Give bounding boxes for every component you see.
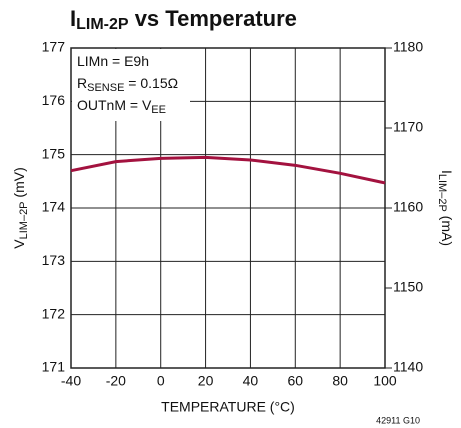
footnote: 42911 G10 — [376, 415, 420, 425]
title-main: I — [70, 6, 76, 31]
y-tick-label: 174 — [42, 199, 66, 215]
x-tick-label: 80 — [332, 373, 348, 389]
y2-label-sub: LIM–2P — [436, 174, 448, 212]
x-tick-label: -40 — [61, 373, 81, 389]
y2-tick-label: 1160 — [393, 199, 423, 215]
x-tick-label: 100 — [373, 373, 397, 389]
annotation-rest: = 0.15Ω — [124, 75, 178, 91]
y-tick-label: 176 — [42, 92, 66, 108]
y2-tick-label: 1170 — [393, 119, 423, 135]
annotation: LIMn = E9h — [77, 53, 149, 69]
y2-label-main: I — [439, 170, 455, 174]
plot-frame — [70, 47, 386, 369]
annotation-box — [72, 49, 190, 121]
annotation: RSENSE = 0.15Ω — [77, 75, 178, 94]
y2-tick-label: 1140 — [393, 359, 423, 375]
y-label-rest: (mV) — [11, 167, 27, 201]
y-tick-label: 175 — [42, 145, 66, 161]
y2-label-rest: (mA) — [439, 212, 455, 246]
x-tick-label: 40 — [243, 373, 259, 389]
y-label-sub: LIM–2P — [18, 201, 30, 239]
x-axis-label: TEMPERATURE (°C) — [161, 399, 295, 415]
y-label-main: V — [11, 239, 27, 249]
y2-axis-label: ILIM–2P (mA) — [436, 170, 455, 246]
annotation-sub: SENSE — [87, 82, 124, 94]
annotation-main: OUTnM = V — [77, 97, 152, 113]
title-sub: LIM-2P — [76, 16, 129, 33]
x-tick-label: 20 — [198, 373, 214, 389]
annotation: OUTnM = VEE — [77, 97, 166, 116]
x-tick-label: 0 — [157, 373, 165, 389]
chart-title: ILIM-2P vs Temperature — [70, 6, 297, 33]
y-tick-label: 173 — [42, 252, 66, 268]
x-tick-label: 60 — [287, 373, 303, 389]
annotation-sub: EE — [151, 104, 166, 116]
y2-tick-label: 1180 — [393, 39, 423, 55]
title-rest: vs Temperature — [129, 6, 297, 31]
data-line — [70, 155, 386, 185]
y-tick-label: 177 — [42, 39, 66, 55]
annotation-main: LIMn = E9h — [77, 53, 149, 69]
y-tick-label: 171 — [42, 359, 66, 375]
annotation-main: R — [77, 75, 87, 91]
y-tick-label: 172 — [42, 305, 66, 321]
y2-tick-label: 1150 — [393, 279, 423, 295]
y-axis-label: VLIM–2P (mV) — [11, 167, 30, 248]
x-tick-label: -20 — [106, 373, 126, 389]
